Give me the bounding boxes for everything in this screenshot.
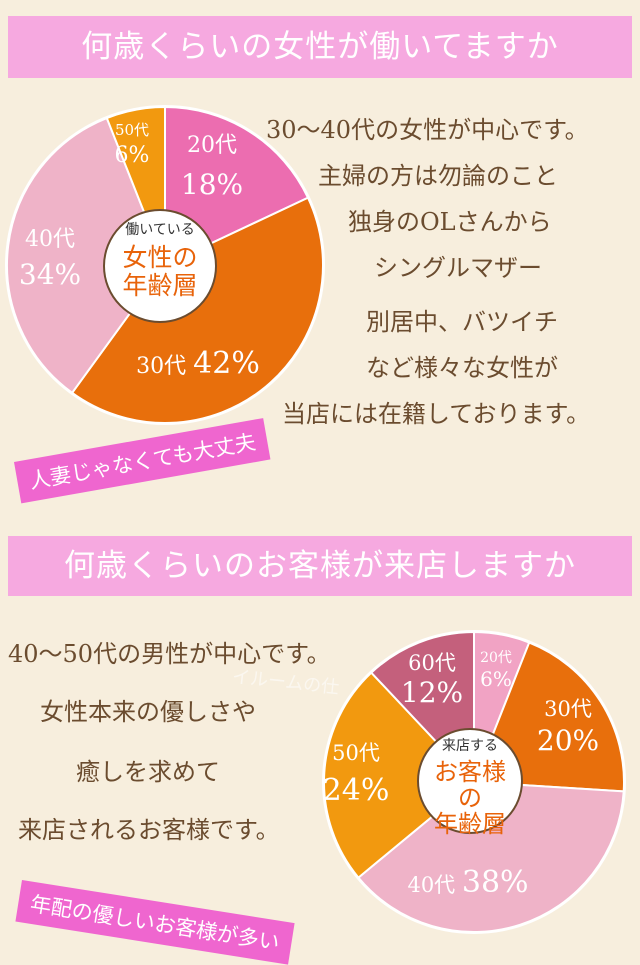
- pie-slice-30代: [70, 196, 324, 424]
- desc1-line-5: 別居中、バツイチ: [366, 308, 558, 336]
- pie-slice-40代: [6, 116, 167, 395]
- slice-value-20代: 6%: [480, 667, 512, 691]
- section2-tag: 年配の優しいお客様が多い: [15, 880, 295, 965]
- section1-tag: 人妻じゃなくても大丈夫: [14, 418, 271, 504]
- center-title-line-2: 年齢層: [122, 271, 197, 300]
- pie-slice-40代: [357, 780, 625, 933]
- pie-center-circle: [417, 728, 523, 834]
- slice-label-30代: 30代: [544, 697, 592, 721]
- section1-description: 30〜40代の女性が中心です。 主婦の方は勿論のこと 独身のOLさんから シング…: [262, 114, 640, 434]
- center-title-line-1: お客様: [434, 758, 506, 786]
- desc2-line-1: 40〜50代の男性が中心です。: [8, 640, 331, 668]
- center-title-line-2: の: [458, 784, 482, 812]
- pie-center-circle: [103, 209, 217, 323]
- pie-slice-50代: [323, 671, 476, 880]
- slice-value-40代: 34%: [19, 258, 81, 291]
- center-small-text: 働いている: [125, 222, 195, 238]
- desc2-line-3: 癒しを求めて: [76, 758, 220, 786]
- slice-label-20代: 20代: [187, 133, 237, 158]
- desc1-line-7: 当店には在籍しております。: [282, 400, 591, 428]
- slice-label-40代: 40代: [25, 227, 75, 252]
- slice-value-20代: 18%: [181, 168, 243, 201]
- desc2-line-2: 女性本来の優しさや: [40, 698, 256, 726]
- slice-value-60代: 12%: [401, 676, 463, 709]
- slice-label-60代: 60代: [408, 651, 456, 675]
- slice-label-50代: 50代: [332, 741, 380, 765]
- center-title-line-1: 女性の: [122, 243, 197, 272]
- slice-value-50代: 6%: [115, 143, 150, 168]
- desc1-line-4: シングルマザー: [374, 254, 542, 282]
- desc1-line-3: 独身のOLさんから: [348, 208, 552, 236]
- desc1-line-6: など様々な女性が: [366, 354, 558, 382]
- section2-banner: 何歳くらいのお客様が来店しますか: [8, 536, 632, 596]
- center-title-line-3: 年齢層: [434, 810, 506, 838]
- slice-label-50代: 50代: [115, 121, 149, 139]
- desc2-line-4: 来店されるお客様です。: [18, 816, 280, 844]
- section1-banner: 何歳くらいの女性が働いてますか: [8, 16, 632, 78]
- slice-value-30代: 20%: [537, 724, 599, 757]
- slice-label-20代: 20代: [480, 650, 512, 666]
- section2-description: 40〜50代の男性が中心です。 女性本来の優しさや 癒しを求めて 来店されるお客…: [0, 642, 380, 862]
- pie-slice-20代: [164, 105, 310, 267]
- center-small-text: 来店する: [442, 738, 498, 754]
- desc1-line-1: 30〜40代の女性が中心です。: [266, 116, 589, 144]
- desc1-line-2: 主婦の方は勿論のこと: [318, 162, 558, 190]
- slice-value-50代: 24%: [323, 773, 390, 808]
